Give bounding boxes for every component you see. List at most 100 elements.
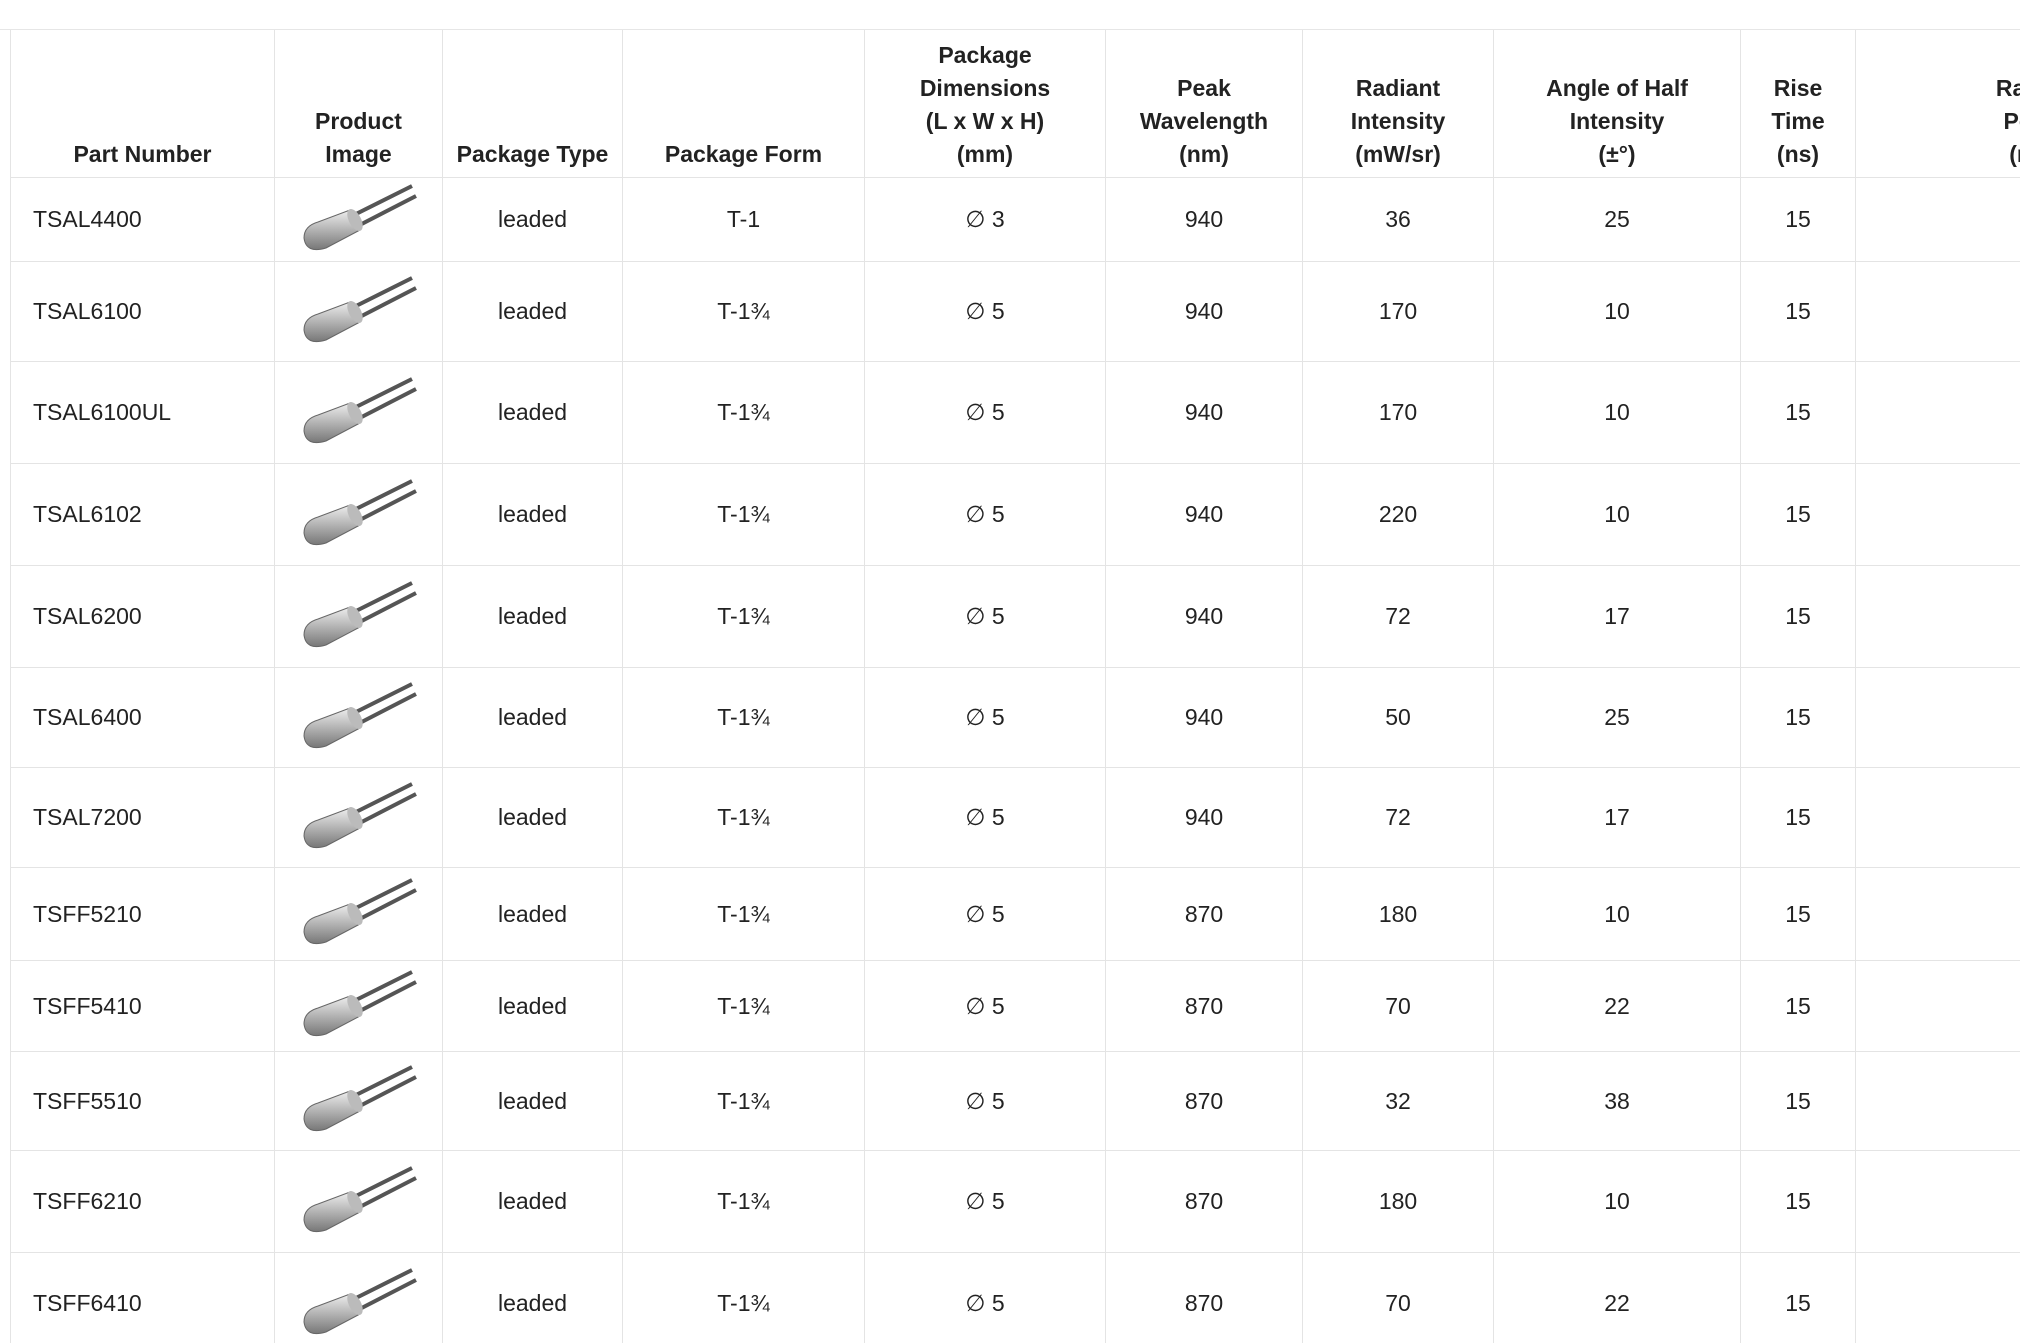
cell: 10 [1493, 261, 1741, 362]
cell: 15 [1740, 361, 1856, 464]
cell: T-1¾ [622, 667, 865, 768]
cell: T-1¾ [622, 261, 865, 362]
product-image [302, 970, 417, 1037]
column-header: Package Dimensions (L x W x H) (mm) [864, 30, 1106, 178]
product-table: Part Number Product Image Package Type Packa… [10, 30, 2020, 1343]
empty-cell [1855, 867, 2020, 961]
cell: ∅ 5 [864, 1051, 1106, 1151]
cell: 940 [1105, 565, 1303, 668]
image-cell [274, 960, 443, 1052]
table-row: TSFF5210 leaded T-1¾ ∅ 5 870 180 10 15 [10, 867, 2020, 961]
cell: 25 [1493, 667, 1741, 768]
image-cell [274, 667, 443, 768]
cell: 170 [1302, 261, 1494, 362]
header-line: Package Form [664, 141, 823, 167]
table-row: TSFF5510 leaded T-1¾ ∅ 5 870 32 38 15 [10, 1051, 2020, 1151]
cell: leaded [442, 1252, 623, 1343]
cell: ∅ 5 [864, 767, 1106, 868]
cell: 870 [1105, 1150, 1303, 1253]
product-image [302, 1165, 417, 1232]
table-row: TSFF6410 leaded T-1¾ ∅ 5 870 70 22 15 [10, 1252, 2020, 1343]
product-image [302, 580, 417, 647]
cell: T-1¾ [622, 1252, 865, 1343]
cell: 32 [1302, 1051, 1494, 1151]
product-image [302, 681, 417, 748]
cell: ∅ 5 [864, 667, 1106, 768]
cell: leaded [442, 1150, 623, 1253]
cell: T-1¾ [622, 565, 865, 668]
column-header: Package Type [442, 30, 623, 178]
table-row: TSAL6102 leaded T-1¾ ∅ 5 940 220 10 15 [10, 463, 2020, 566]
cell: 15 [1740, 1252, 1856, 1343]
table-row: TSAL6200 leaded T-1¾ ∅ 5 940 72 17 15 [10, 565, 2020, 668]
cell: 70 [1302, 960, 1494, 1052]
product-image [302, 1065, 417, 1132]
product-image [302, 478, 417, 545]
product-image [302, 183, 417, 250]
part-number: TSFF5510 [10, 1051, 275, 1151]
empty-cell [1855, 177, 2020, 262]
header-line: Product [315, 108, 402, 134]
cell: T-1¾ [622, 767, 865, 868]
image-cell [274, 767, 443, 868]
cell: 870 [1105, 867, 1303, 961]
header-line: Power [2003, 108, 2020, 134]
empty-cell [1855, 960, 2020, 1052]
cell: 22 [1493, 960, 1741, 1052]
empty-cell [1855, 1252, 2020, 1343]
cell: ∅ 5 [864, 867, 1106, 961]
table-row: TSAL6100UL leaded T-1¾ ∅ 5 940 170 10 15 [10, 361, 2020, 464]
header-line: (mW) [2009, 141, 2020, 167]
header-line: (±°) [1598, 141, 1636, 167]
table-row: TSAL7200 leaded T-1¾ ∅ 5 940 72 17 15 [10, 767, 2020, 868]
cell: 940 [1105, 261, 1303, 362]
cell: ∅ 5 [864, 1252, 1106, 1343]
header-line: Angle of Half [1546, 75, 1688, 101]
cell: 15 [1740, 1150, 1856, 1253]
cell: 17 [1493, 767, 1741, 868]
cell: 940 [1105, 361, 1303, 464]
cell: 870 [1105, 1051, 1303, 1151]
cell: 22 [1493, 1252, 1741, 1343]
cell: 220 [1302, 463, 1494, 566]
cell: 15 [1740, 867, 1856, 961]
cell: 10 [1493, 1150, 1741, 1253]
cell: 72 [1302, 767, 1494, 868]
cell: 170 [1302, 361, 1494, 464]
image-cell [274, 1252, 443, 1343]
cell: leaded [442, 667, 623, 768]
cell: 180 [1302, 867, 1494, 961]
product-image [302, 376, 417, 443]
table-row: TSFF5410 leaded T-1¾ ∅ 5 870 70 22 15 [10, 960, 2020, 1052]
header-line: (mW/sr) [1355, 141, 1441, 167]
empty-cell [1855, 565, 2020, 668]
header-line: Radiant [1355, 75, 1441, 101]
cell: ∅ 5 [864, 361, 1106, 464]
cell: 940 [1105, 767, 1303, 868]
divider [0, 29, 2020, 30]
column-header: Peak Wavelength (nm) [1105, 30, 1303, 178]
cell: T-1 [622, 177, 865, 262]
cell: 940 [1105, 177, 1303, 262]
part-number: TSFF5210 [10, 867, 275, 961]
cell: 15 [1740, 261, 1856, 362]
cell: 25 [1493, 177, 1741, 262]
image-cell [274, 565, 443, 668]
image-cell [274, 867, 443, 961]
cell: 10 [1493, 867, 1741, 961]
header-line: (ns) [1776, 141, 1820, 167]
cell: leaded [442, 1051, 623, 1151]
product-image [302, 1267, 417, 1334]
image-cell [274, 361, 443, 464]
cell: T-1¾ [622, 1051, 865, 1151]
part-number: TSAL6400 [10, 667, 275, 768]
cell: 70 [1302, 1252, 1494, 1343]
cell: 10 [1493, 463, 1741, 566]
image-cell [274, 177, 443, 262]
column-header: Radiant Intensity (mW/sr) [1302, 30, 1494, 178]
header-line: Rise [1773, 75, 1823, 101]
cell: T-1¾ [622, 960, 865, 1052]
header-line: Wavelength [1139, 108, 1269, 134]
cell: 38 [1493, 1051, 1741, 1151]
cell: 15 [1740, 667, 1856, 768]
